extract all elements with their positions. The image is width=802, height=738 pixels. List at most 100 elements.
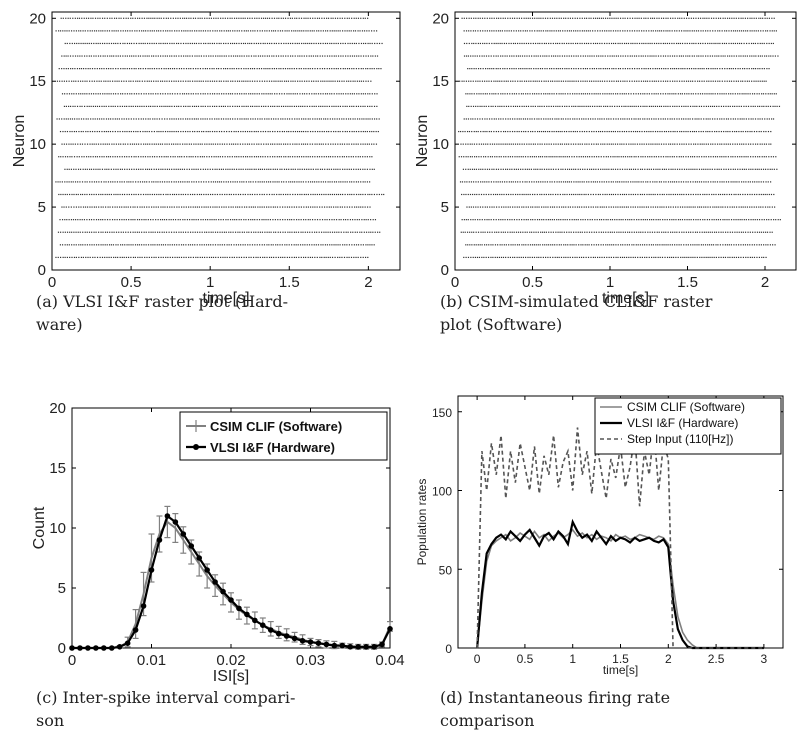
spike-mark — [760, 231, 763, 233]
spike-mark — [63, 80, 65, 82]
spike-mark — [563, 206, 565, 208]
spike-mark — [324, 181, 327, 183]
spike-mark — [544, 156, 546, 158]
spike-mark — [513, 168, 515, 170]
spike-mark — [315, 105, 317, 107]
spike-mark — [289, 231, 291, 233]
spike-mark — [667, 118, 669, 120]
spike-mark — [510, 105, 512, 107]
spike-mark — [187, 105, 189, 107]
spike-mark — [76, 118, 78, 120]
spike-mark — [591, 231, 593, 233]
spike-mark — [657, 256, 659, 259]
spike-mark — [359, 30, 361, 32]
spike-mark — [203, 130, 205, 133]
spike-mark — [319, 219, 321, 221]
spike-mark — [574, 93, 576, 95]
spike-mark — [324, 80, 326, 82]
spike-mark — [681, 231, 683, 233]
spike-mark — [329, 156, 332, 158]
spike-mark — [315, 244, 317, 246]
spike-mark — [565, 80, 567, 82]
spike-mark — [322, 143, 324, 145]
spike-mark — [335, 68, 337, 70]
spike-mark — [174, 30, 176, 32]
spike-mark — [116, 181, 119, 183]
spike-mark — [366, 156, 368, 158]
spike-mark — [582, 244, 584, 246]
spike-mark — [705, 256, 707, 259]
spike-mark — [167, 105, 169, 107]
spike-mark — [273, 68, 276, 70]
spike-mark — [333, 219, 335, 221]
spike-mark — [71, 193, 73, 196]
spike-mark — [582, 93, 584, 95]
spike-mark — [354, 80, 356, 82]
spike-mark — [484, 206, 486, 208]
spike-mark — [637, 256, 639, 259]
spike-mark — [462, 231, 464, 233]
spike-mark — [358, 219, 360, 221]
spike-mark — [176, 105, 178, 107]
spike-mark — [284, 118, 286, 120]
spike-mark — [61, 206, 63, 208]
spike-mark — [748, 118, 750, 120]
spike-mark — [752, 181, 754, 183]
spike-mark — [123, 17, 125, 19]
spike-mark — [209, 30, 211, 32]
spike-mark — [661, 193, 663, 196]
spike-mark — [470, 181, 473, 183]
spike-mark — [512, 143, 514, 145]
spike-mark — [757, 105, 759, 107]
spike-mark — [771, 168, 773, 170]
spike-mark — [496, 231, 498, 233]
spike-mark — [135, 181, 137, 183]
spike-mark — [132, 181, 134, 183]
spike-mark — [660, 118, 662, 120]
spike-mark — [325, 143, 327, 145]
spike-mark — [371, 193, 373, 196]
spike-mark — [134, 244, 137, 246]
spike-mark — [63, 55, 65, 57]
spike-mark — [477, 206, 479, 208]
spike-mark — [704, 93, 706, 95]
spike-mark — [771, 93, 773, 95]
spike-mark — [79, 231, 81, 233]
spike-mark — [81, 105, 83, 107]
spike-mark — [247, 42, 249, 45]
spike-mark — [524, 118, 527, 120]
spike-mark — [314, 219, 316, 221]
spike-mark — [198, 206, 201, 208]
spike-mark — [591, 80, 593, 82]
spike-mark — [147, 219, 149, 221]
spike-mark — [533, 156, 536, 158]
spike-mark — [655, 93, 657, 95]
spike-mark — [310, 168, 312, 170]
spike-mark — [154, 118, 156, 120]
spike-mark — [294, 193, 296, 196]
spike-mark — [351, 55, 354, 57]
spike-mark — [298, 219, 300, 221]
spike-mark — [98, 181, 100, 183]
spike-mark — [287, 80, 290, 82]
spike-mark — [328, 219, 331, 221]
spike-mark — [132, 105, 134, 107]
spike-mark — [285, 80, 288, 82]
spike-mark — [702, 130, 704, 133]
spike-mark — [352, 219, 354, 221]
spike-mark — [183, 30, 185, 32]
spike-mark — [576, 256, 578, 259]
spike-mark — [204, 219, 207, 221]
spike-mark — [273, 55, 275, 57]
spike-mark — [313, 42, 315, 45]
spike-mark — [331, 256, 334, 259]
spike-mark — [260, 143, 262, 145]
spike-mark — [773, 193, 775, 196]
spike-mark — [747, 105, 750, 107]
spike-mark — [196, 130, 198, 133]
spike-mark — [679, 168, 681, 170]
spike-mark — [594, 105, 596, 107]
spike-mark — [606, 93, 608, 95]
spike-mark — [632, 181, 634, 183]
spike-mark — [203, 156, 205, 158]
